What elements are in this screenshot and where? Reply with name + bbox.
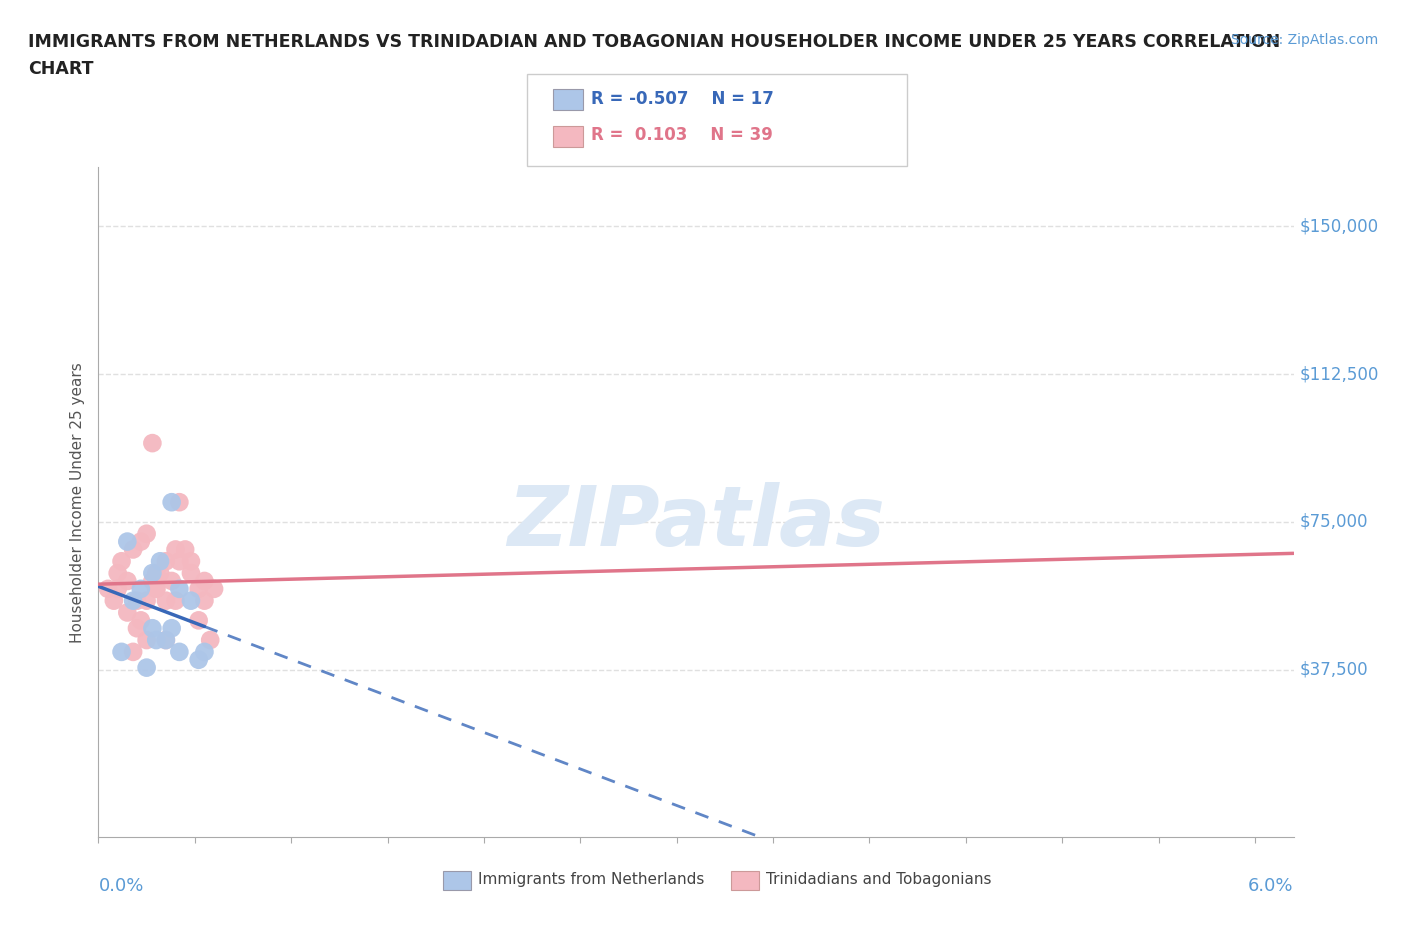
Point — [110, 554, 132, 569]
Point — [122, 542, 145, 557]
Point — [169, 495, 191, 510]
Point — [180, 593, 202, 608]
Point — [117, 605, 139, 620]
Point — [145, 632, 167, 647]
Point — [135, 593, 157, 608]
Text: R =  0.103    N = 39: R = 0.103 N = 39 — [591, 126, 772, 144]
Point — [107, 581, 129, 596]
Y-axis label: Householder Income Under 25 years: Householder Income Under 25 years — [70, 362, 86, 643]
Point — [169, 554, 191, 569]
Point — [165, 542, 187, 557]
Point — [145, 581, 167, 596]
Point — [160, 574, 183, 589]
Point — [160, 621, 183, 636]
Point — [202, 581, 225, 596]
Point — [122, 593, 145, 608]
Point — [187, 581, 209, 596]
Text: $37,500: $37,500 — [1299, 660, 1368, 679]
Point — [145, 581, 167, 596]
Text: 0.0%: 0.0% — [98, 877, 143, 896]
Point — [155, 632, 177, 647]
Point — [155, 632, 177, 647]
Point — [129, 613, 152, 628]
Text: R = -0.507    N = 17: R = -0.507 N = 17 — [591, 89, 773, 108]
Point — [135, 526, 157, 541]
Point — [97, 581, 120, 596]
Point — [174, 542, 197, 557]
Point — [122, 644, 145, 659]
Point — [141, 621, 163, 636]
Text: 6.0%: 6.0% — [1249, 877, 1294, 896]
Point — [145, 565, 167, 580]
Text: $112,500: $112,500 — [1299, 365, 1379, 383]
Point — [193, 593, 215, 608]
Point — [135, 660, 157, 675]
Text: Trinidadians and Tobagonians: Trinidadians and Tobagonians — [766, 872, 991, 887]
Point — [149, 554, 172, 569]
Point — [141, 435, 163, 450]
Point — [135, 632, 157, 647]
Point — [107, 565, 129, 580]
Point — [129, 581, 152, 596]
Point — [110, 644, 132, 659]
Point — [193, 574, 215, 589]
Point — [160, 495, 183, 510]
Point — [169, 644, 191, 659]
Point — [187, 652, 209, 667]
Point — [125, 621, 148, 636]
Point — [193, 644, 215, 659]
Text: $75,000: $75,000 — [1299, 512, 1368, 531]
Point — [149, 565, 172, 580]
Text: CHART: CHART — [28, 60, 94, 78]
Point — [165, 593, 187, 608]
Text: ZIPatlas: ZIPatlas — [508, 482, 884, 563]
Point — [187, 613, 209, 628]
Point — [117, 574, 139, 589]
Point — [141, 565, 163, 580]
Point — [155, 593, 177, 608]
Point — [129, 534, 152, 549]
Text: Source: ZipAtlas.com: Source: ZipAtlas.com — [1230, 33, 1378, 46]
Point — [180, 565, 202, 580]
Point — [141, 574, 163, 589]
Text: Immigrants from Netherlands: Immigrants from Netherlands — [478, 872, 704, 887]
Text: IMMIGRANTS FROM NETHERLANDS VS TRINIDADIAN AND TOBAGONIAN HOUSEHOLDER INCOME UND: IMMIGRANTS FROM NETHERLANDS VS TRINIDADI… — [28, 33, 1281, 50]
Point — [180, 554, 202, 569]
Point — [169, 581, 191, 596]
Point — [103, 593, 125, 608]
Point — [155, 554, 177, 569]
Point — [125, 593, 148, 608]
Text: $150,000: $150,000 — [1299, 218, 1379, 235]
Point — [200, 632, 222, 647]
Point — [117, 534, 139, 549]
